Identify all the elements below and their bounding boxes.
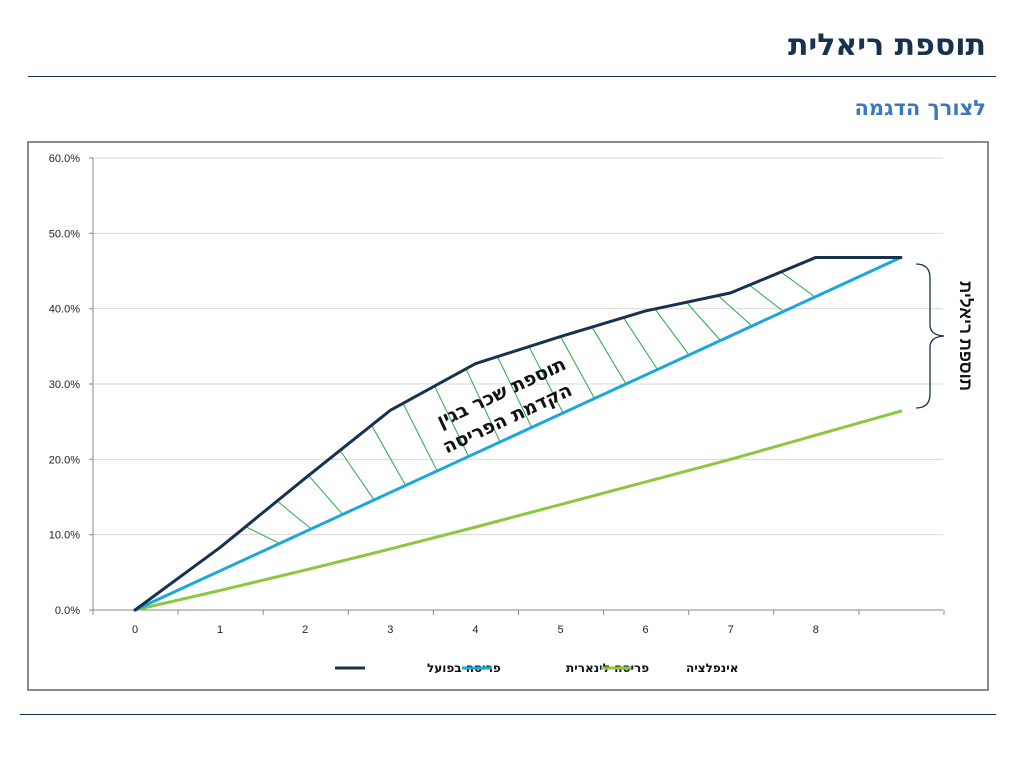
x-tick-label: 1 <box>217 624 223 636</box>
bracket-label: תוספת ריאלית <box>956 281 975 391</box>
hatch-line <box>245 526 280 544</box>
series-lines <box>133 255 903 612</box>
slide-title: תוספת ריאלית <box>787 28 986 63</box>
hatch-line <box>402 403 438 472</box>
hatch-line <box>654 308 690 356</box>
series-line-actual <box>133 255 903 612</box>
y-tick-label: 50.0% <box>49 228 80 240</box>
series-line-linear <box>133 255 903 612</box>
hatch-line <box>717 295 753 327</box>
hatch-line <box>308 475 344 515</box>
hatch-lines <box>245 271 816 544</box>
y-tick-label: 10.0% <box>49 530 80 542</box>
y-tick-label: 40.0% <box>49 304 80 316</box>
footer-divider <box>20 714 996 715</box>
hatch-line <box>780 271 816 298</box>
axes: 0.0% 10.0% 20.0% 30.0% 40.0% 50.0% 60.0% 0 1 2 3 4 5… <box>49 153 945 636</box>
real-increment-bracket <box>915 263 945 409</box>
y-tick-label: 60.0% <box>49 153 80 165</box>
series-line-inflation <box>133 409 903 612</box>
hatch-line <box>528 346 564 414</box>
x-tick-label: 2 <box>302 624 308 636</box>
gridlines <box>93 157 943 536</box>
hatch-line <box>339 450 375 501</box>
y-tick-label: 0.0% <box>55 605 80 617</box>
hatch-line <box>497 356 533 428</box>
hatch-line <box>686 301 721 341</box>
hatch-line <box>276 500 312 530</box>
hatch-line <box>465 368 501 443</box>
hatch-line <box>749 284 784 312</box>
slide-subtitle: לצורך הדגמה <box>854 96 987 120</box>
hatch-line <box>371 425 407 486</box>
y-tick-label: 30.0% <box>49 379 80 391</box>
x-tick-label: 4 <box>472 624 478 636</box>
legend: פריסה בפועל פריסה לינארית אינפלציה <box>335 661 738 675</box>
x-tick-label: 5 <box>557 624 563 636</box>
x-tick-label: 8 <box>813 624 819 636</box>
legend-label-inflation: אינפלציה <box>686 661 738 675</box>
x-tick-label: 3 <box>387 624 393 636</box>
x-tick-label: 7 <box>728 624 734 636</box>
x-tick-label: 6 <box>643 624 649 636</box>
y-tick-label: 20.0% <box>49 454 80 466</box>
hatch-line <box>591 326 627 385</box>
hatch-line <box>623 317 658 370</box>
hatch-line <box>434 385 470 457</box>
title-divider <box>28 76 996 77</box>
hatch-line <box>560 336 595 399</box>
x-tick-label: 0 <box>132 624 138 636</box>
